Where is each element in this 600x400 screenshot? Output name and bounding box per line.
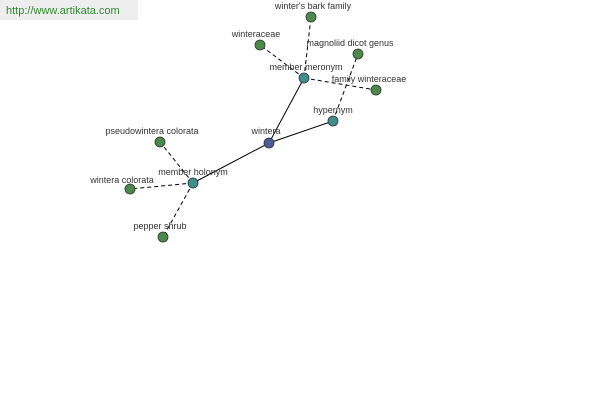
edge [332, 53, 359, 122]
node-label: hypernym [313, 105, 353, 115]
node[interactable] [263, 137, 275, 149]
edge [259, 44, 305, 79]
node[interactable] [370, 84, 382, 96]
node[interactable] [154, 136, 166, 148]
edge [162, 182, 194, 238]
edge [159, 141, 194, 184]
node-label: pepper shrub [133, 221, 186, 231]
edge [129, 182, 194, 190]
url-box [0, 0, 138, 20]
node[interactable] [352, 48, 364, 60]
node[interactable] [187, 177, 199, 189]
node-label: wintera colorata [89, 175, 154, 185]
node-label: winteraceae [231, 29, 281, 39]
node[interactable] [157, 231, 169, 243]
node-label: winter's bark family [274, 1, 352, 11]
node[interactable] [327, 115, 339, 127]
node-label: wintera [250, 126, 280, 136]
edge [268, 77, 305, 144]
url[interactable]: http://www.artikata.com [6, 5, 120, 17]
edge [268, 120, 334, 144]
edge [303, 16, 312, 79]
node[interactable] [124, 183, 136, 195]
node-label: member meronym [269, 62, 342, 72]
node-label: member holonym [158, 167, 228, 177]
node-label: magnoliid dicot genus [306, 38, 394, 48]
edge [192, 142, 270, 184]
edge [303, 77, 377, 91]
node[interactable] [305, 11, 317, 23]
node-label: family winteraceae [332, 74, 407, 84]
node[interactable] [254, 39, 266, 51]
node-label: pseudowintera colorata [105, 126, 198, 136]
node[interactable] [298, 72, 310, 84]
